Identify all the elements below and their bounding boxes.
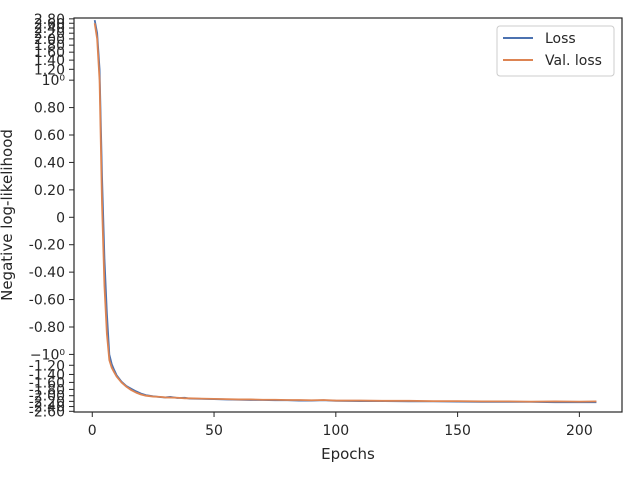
series-line-loss — [93, 19, 597, 404]
x-tick-label: 100 — [322, 423, 349, 439]
x-axis-label: Epochs — [321, 445, 375, 463]
y-tick-label: −10⁰ — [30, 347, 66, 363]
legend-label-loss: Loss — [545, 31, 576, 47]
axes-frame — [73, 17, 623, 413]
y-tick-label: -1.80 — [29, 382, 65, 398]
x-tick-label: 150 — [444, 423, 471, 439]
y-tick-label: 0 — [56, 210, 65, 226]
y-tick-label: -0.20 — [29, 238, 65, 254]
y-tick-label: -0.60 — [29, 293, 65, 309]
y-tick-label: 1.20 — [34, 62, 65, 78]
x-tick-label: 200 — [566, 423, 593, 439]
y-tick-label: -2.40 — [29, 400, 65, 416]
legend-label-val-loss: Val. loss — [545, 53, 602, 69]
y-tick-label: -1.60 — [29, 375, 65, 391]
y-tick-label: 2.60 — [34, 16, 65, 32]
y-tick-label: -1.40 — [29, 367, 65, 383]
y-tick-label: 0.20 — [34, 183, 65, 199]
y-tick-label: 1.40 — [34, 53, 65, 69]
y-tick-label: 1.80 — [34, 38, 65, 54]
y-tick-label: -2.60 — [29, 404, 65, 420]
x-tick-label: 50 — [205, 423, 223, 439]
plot-area — [93, 19, 597, 404]
legend: Loss Val. loss — [496, 25, 615, 77]
y-tick-label: 2.20 — [34, 26, 65, 42]
y-tick-label: 1.60 — [34, 45, 65, 61]
y-tick-label: 2.80 — [34, 12, 65, 28]
y-tick-label: 0.60 — [34, 128, 65, 144]
series-line-val-loss — [93, 23, 597, 403]
y-tick-label: -2.20 — [29, 394, 65, 410]
y-tick-label: 2.40 — [34, 21, 65, 37]
y-tick-label: -1.20 — [29, 358, 65, 374]
y-tick-label: -0.40 — [29, 265, 65, 281]
y-axis-label: Negative log-likelihood — [0, 129, 16, 301]
y-tick-label: 0.80 — [34, 101, 65, 117]
y-tick-label: 2.00 — [34, 32, 65, 48]
y-tick-label: 0.40 — [34, 155, 65, 171]
y-tick-label: 10⁰ — [42, 73, 66, 89]
y-tick-label: -0.80 — [29, 320, 65, 336]
y-tick-label: -2.00 — [29, 389, 65, 405]
x-axis: 0 50 100 150 200 — [88, 412, 593, 439]
x-tick-label: 0 — [88, 423, 97, 439]
